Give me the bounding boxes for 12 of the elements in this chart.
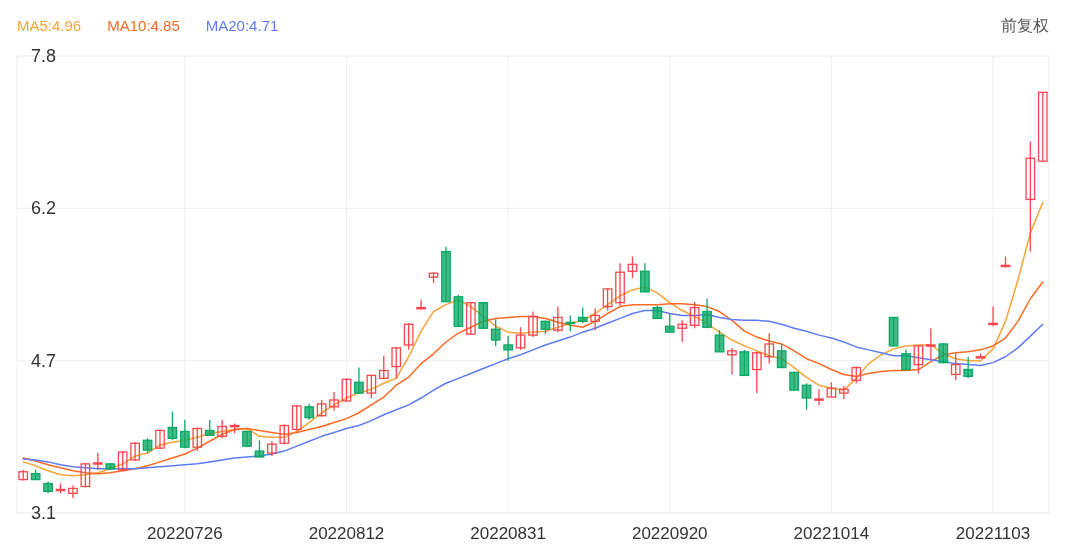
xtick: 20220726 xyxy=(147,524,223,543)
xtick: 20221014 xyxy=(793,524,870,543)
xtick: 20221103 xyxy=(955,524,1031,543)
ytick: 3.1 xyxy=(31,503,57,523)
ytick: 6.2 xyxy=(31,198,57,219)
xtick: 20220812 xyxy=(308,524,385,543)
ytick: 4.7 xyxy=(31,350,57,371)
xtick: 20220920 xyxy=(631,524,708,543)
xtick: 20220831 xyxy=(470,524,546,543)
annotation: 前复权 xyxy=(1001,17,1049,34)
ytick: 7.8 xyxy=(31,46,57,66)
legend: MA5:4.96 MA10:4.85 MA20:4.71 xyxy=(17,17,279,34)
